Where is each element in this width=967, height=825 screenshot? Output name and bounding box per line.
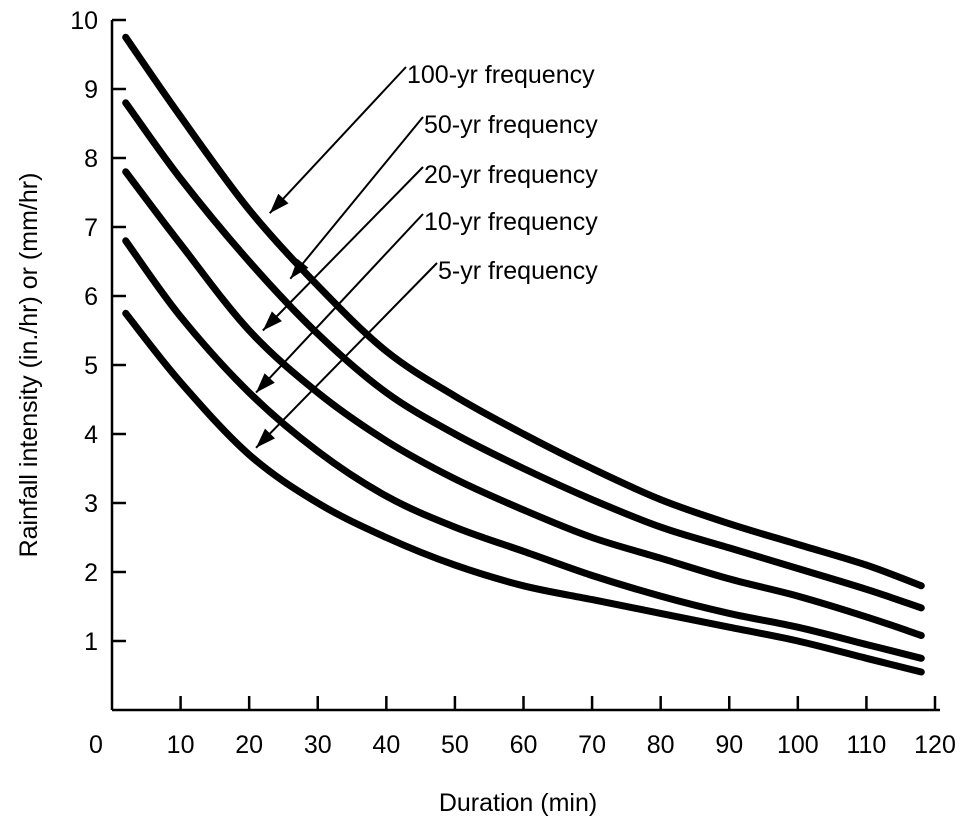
annotation-20-yr-frequency-label: 20-yr frequency [424,161,598,189]
ticks-layer: 0 10 20 30 40 50 60 70 80 90 100 110 120 1 2 3 4 5 6 7 8 9 10 [70,7,956,759]
annotation-20-yr-frequency-arrowhead [262,311,282,331]
annotations-layer: 100-yr frequency 50-yr frequency 20-yr fre… [255,61,598,449]
annotation-10-yr-frequency-arrowhead [256,373,275,393]
annotation-5-yr-frequency-leader [255,262,438,449]
x-tick-label-40: 40 [372,731,400,759]
annotation-100-yr-frequency-arrowhead [269,193,289,214]
x-tick-label-110: 110 [846,731,886,759]
y-tick-label-5: 5 [84,352,98,380]
annotation-10-yr-frequency-label: 10-yr frequency [424,208,598,236]
y-tick-label-7: 7 [84,214,98,242]
x-tick-label-100: 100 [777,731,819,759]
x-tick-label-10: 10 [167,731,195,759]
curve-5-yr-frequency [122,309,925,676]
annotation-10-yr-frequency-leader [255,213,424,394]
x-tick-label-60: 60 [510,731,538,759]
annotation-100-yr-frequency-label: 100-yr frequency [407,61,595,89]
curve-100-yr-frequency [122,33,925,590]
y-tick-label-9: 9 [84,76,98,104]
annotation-100-yr-frequency-leader [269,66,407,214]
y-tick-label-6: 6 [84,283,98,311]
y-tick-label-10: 10 [70,7,98,35]
y-tick-label-1: 1 [84,628,98,656]
y-tick-label-3: 3 [84,490,98,518]
curves-layer [122,33,925,676]
x-tick-label-50: 50 [441,731,469,759]
annotation-50-yr-frequency-label: 50-yr frequency [424,111,598,139]
x-tick-label-0: 0 [89,731,103,759]
curve-20-yr-frequency [122,168,925,639]
annotation-50-yr-frequency-arrowhead [290,258,309,279]
annotation-50-yr-frequency-leader [289,116,424,280]
x-tick-label-30: 30 [304,731,332,759]
curve-10-yr-frequency [122,237,925,662]
annotation-5-yr-frequency-arrowhead [256,428,276,448]
curve-50-yr-frequency [122,99,925,612]
x-tick-label-90: 90 [715,731,743,759]
annotation-20-yr-frequency-leader [262,166,424,332]
y-axis-title: Rainfall intensity (in./hr) or (mm/hr) [15,173,43,558]
x-tick-label-120: 120 [914,731,956,759]
x-tick-label-20: 20 [235,731,263,759]
annotation-5-yr-frequency-label: 5-yr frequency [438,257,598,285]
y-tick-label-8: 8 [84,145,98,173]
x-tick-label-70: 70 [578,731,606,759]
y-tick-label-2: 2 [84,559,98,587]
x-axis-title: Duration (min) [439,789,597,817]
x-tick-label-80: 80 [647,731,675,759]
y-tick-label-4: 4 [84,421,98,449]
